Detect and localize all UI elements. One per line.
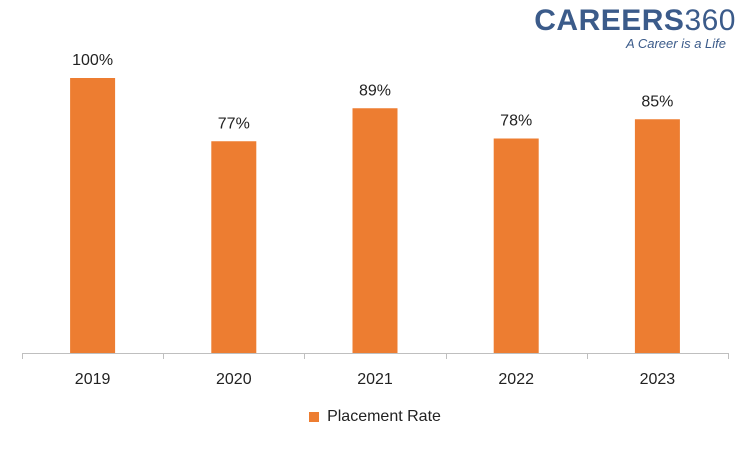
logo-tagline: A Career is a Life [626,36,726,51]
x-tick-label-2019: 2019 [75,371,111,388]
bar-2020 [211,141,257,353]
x-tick-label-2021: 2021 [357,371,393,388]
data-label-2020: 77% [218,115,250,132]
legend-swatch [309,412,320,422]
x-tick-label-2022: 2022 [498,371,534,388]
data-label-2019: 100% [72,52,113,69]
legend-label: Placement Rate [327,408,441,425]
logo-wordmark: CAREERS360 [534,4,736,38]
data-label-2022: 78% [500,113,532,130]
bar-2023 [634,119,680,353]
x-tick-label-2023: 2023 [640,371,676,388]
chart-legend: Placement Rate [0,408,750,426]
x-tick-label-2020: 2020 [216,371,252,388]
data-label-2023: 85% [641,93,673,110]
bar-2021 [352,108,398,353]
data-label-2021: 89% [359,82,391,99]
bar-2022 [493,138,539,353]
logo-number: 360 [684,4,736,37]
bar-2019 [70,78,116,353]
logo-word: CAREERS [534,4,685,37]
careers360-logo: CAREERS360 A Career is a Life [534,4,736,51]
